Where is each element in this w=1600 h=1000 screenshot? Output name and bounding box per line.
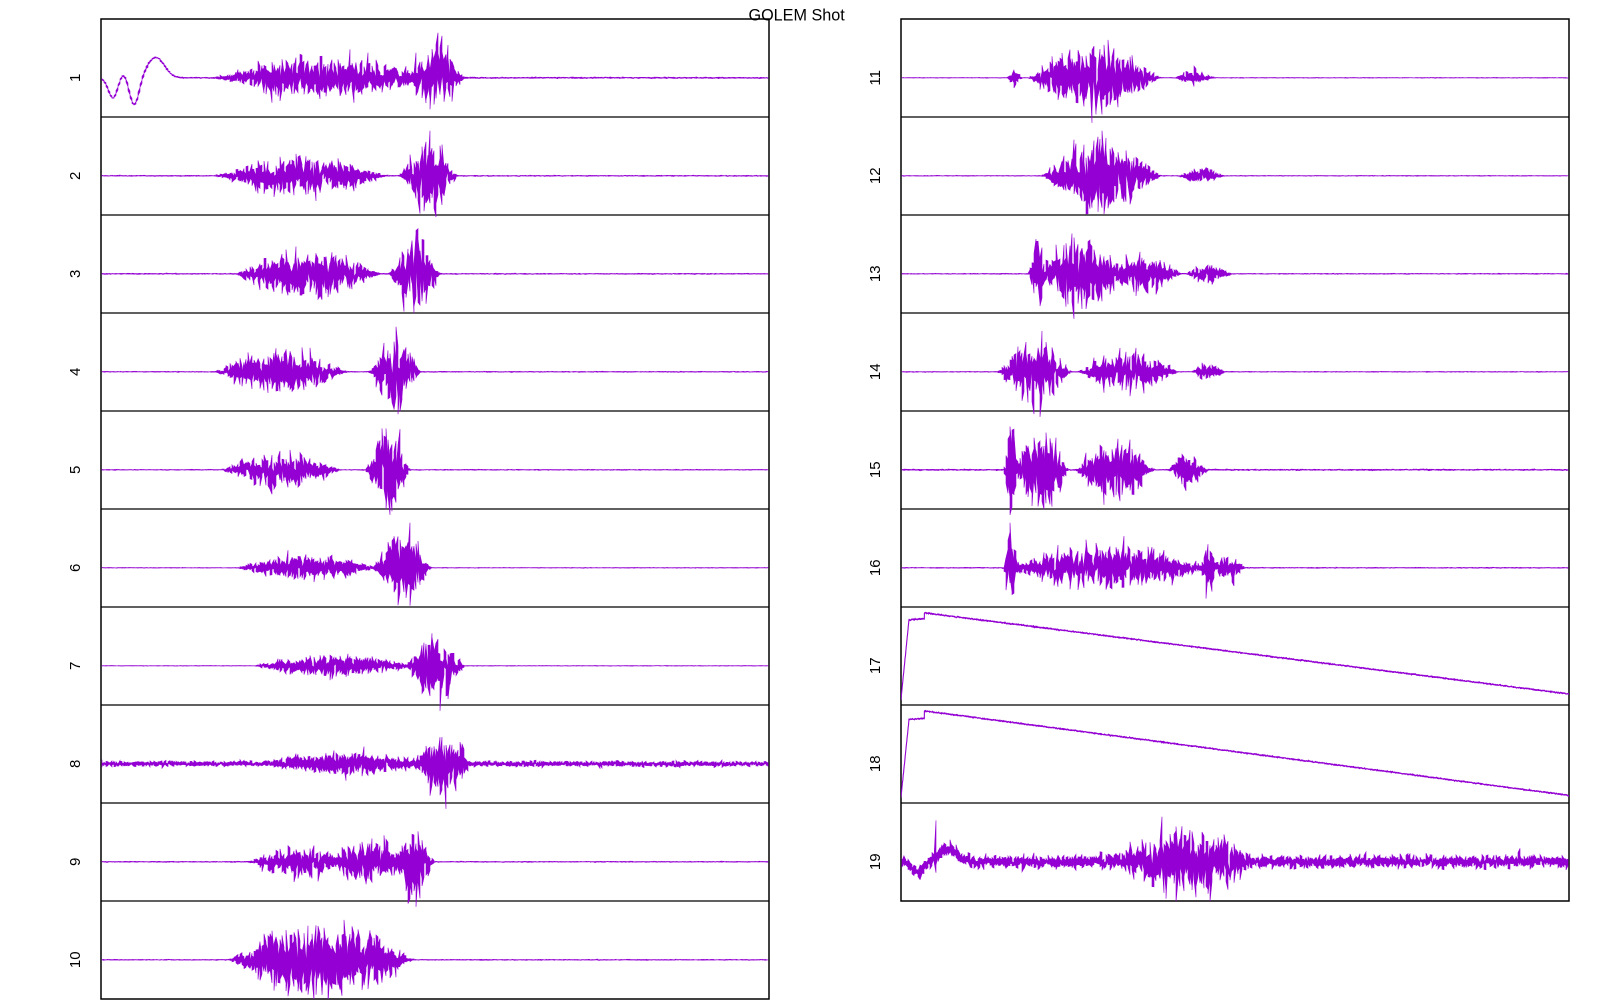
svg-text:14: 14 [867,363,884,380]
svg-text:6: 6 [67,564,84,572]
svg-text:18: 18 [867,755,884,772]
svg-text:5: 5 [67,466,84,474]
svg-text:19: 19 [867,853,884,870]
svg-text:11: 11 [867,70,884,86]
svg-text:16: 16 [867,559,884,576]
svg-text:15: 15 [867,461,884,478]
svg-text:GOLEM Shot: GOLEM Shot [749,7,846,25]
svg-text:10: 10 [67,951,84,968]
svg-text:17: 17 [867,657,884,674]
svg-text:2: 2 [67,172,84,180]
svg-text:4: 4 [67,368,84,376]
svg-text:9: 9 [67,858,84,866]
svg-text:7: 7 [67,662,84,670]
svg-text:1: 1 [67,74,84,82]
svg-text:12: 12 [867,167,884,184]
svg-text:13: 13 [867,265,884,282]
svg-text:8: 8 [67,760,84,768]
svg-text:3: 3 [67,270,84,278]
